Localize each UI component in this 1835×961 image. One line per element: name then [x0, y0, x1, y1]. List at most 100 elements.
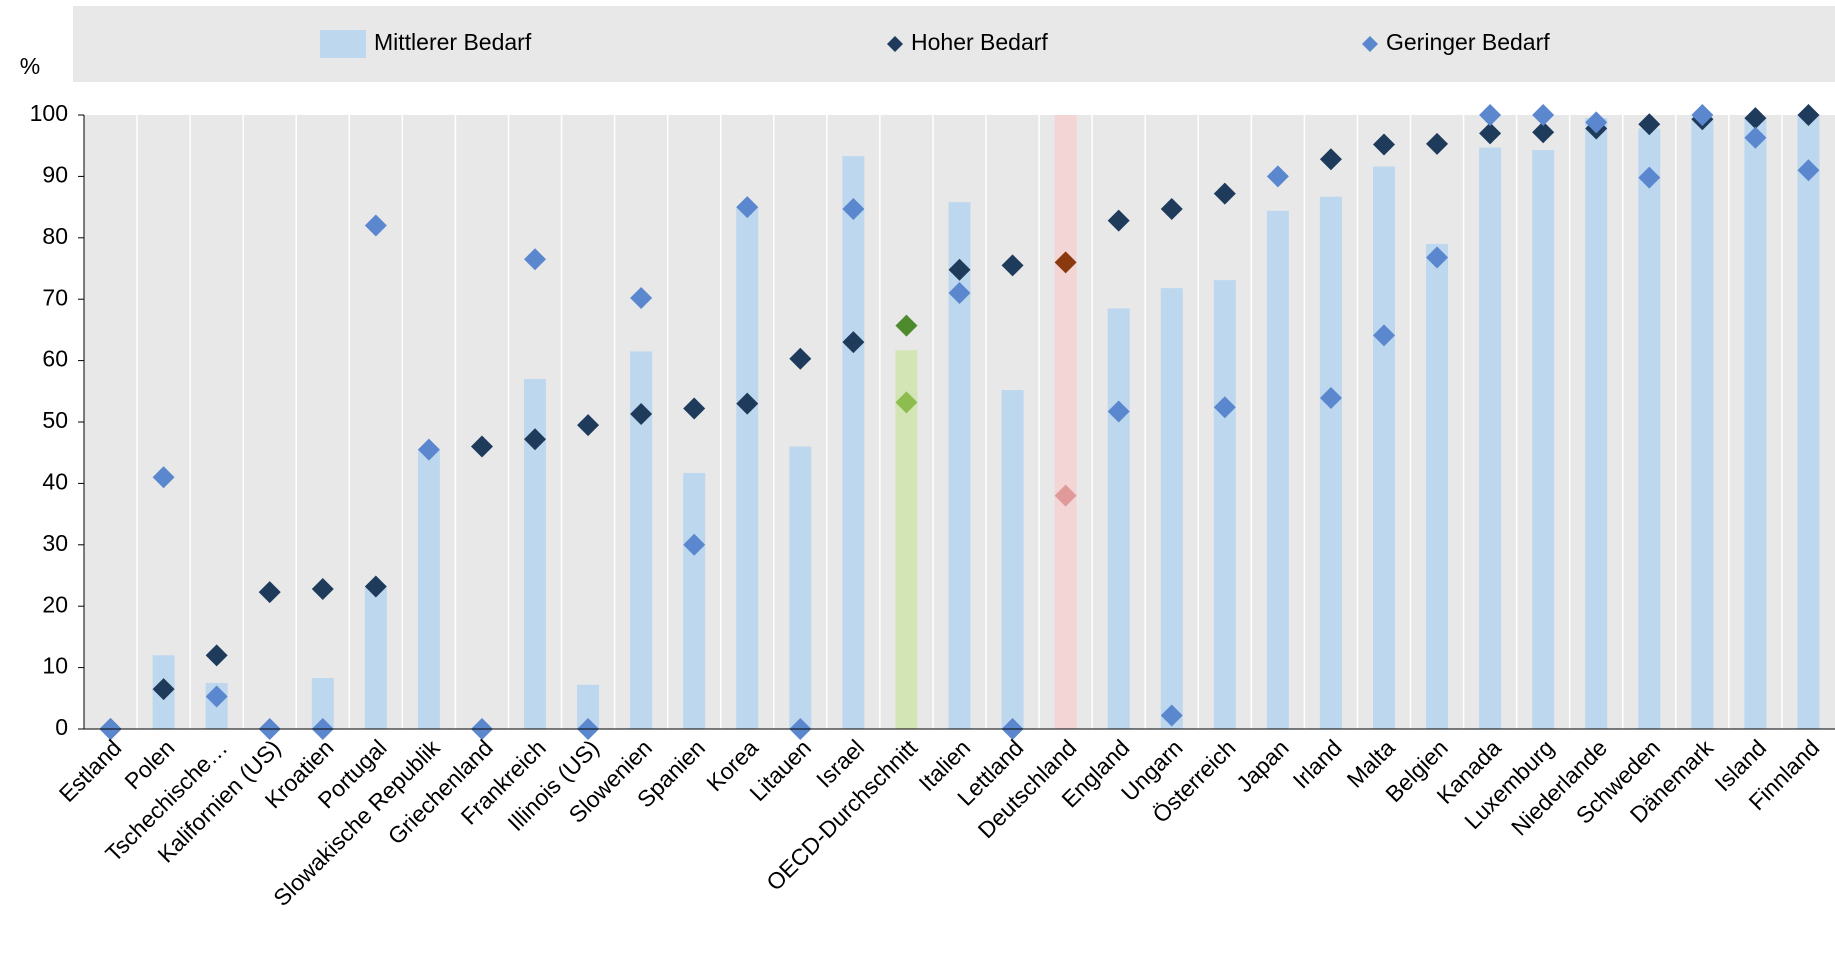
diamond	[152, 678, 175, 701]
diamond	[1107, 400, 1130, 423]
diamond	[1585, 111, 1608, 134]
bar	[948, 202, 971, 730]
diamond	[1532, 104, 1555, 126]
bar	[1054, 115, 1077, 729]
diamond	[1319, 148, 1342, 171]
diamond	[1107, 209, 1130, 232]
y-tick-label: 40	[42, 468, 68, 494]
diamond	[152, 466, 175, 489]
y-tick-label: 0	[55, 714, 68, 740]
diamond	[1054, 251, 1077, 274]
y-tick-label: 20	[42, 591, 68, 617]
bar	[1266, 210, 1289, 729]
bar	[1797, 115, 1820, 729]
legend-swatch	[887, 36, 903, 52]
bar	[1479, 147, 1502, 730]
diamond	[1479, 104, 1502, 126]
diamond	[1797, 104, 1820, 126]
bar	[895, 350, 918, 729]
diamond	[630, 286, 653, 309]
diamond	[205, 685, 228, 708]
y-tick-label: 90	[42, 161, 68, 187]
diamond	[1426, 132, 1449, 155]
diamond	[1001, 254, 1024, 277]
diamond	[895, 314, 918, 337]
diamond	[1744, 107, 1767, 130]
diamond	[948, 282, 971, 305]
diamond	[1426, 246, 1449, 269]
y-tick-label: 70	[42, 284, 68, 310]
bar	[683, 472, 706, 729]
diamond	[1532, 121, 1555, 144]
legend-band	[73, 6, 1835, 82]
bar	[842, 156, 865, 729]
bar	[1319, 196, 1342, 730]
x-tick-label: Japan	[1231, 734, 1294, 797]
diamond	[1319, 387, 1342, 410]
bar	[630, 351, 653, 729]
legend-label: Mittlerer Bedarf	[374, 29, 532, 55]
diamond	[524, 428, 547, 451]
diamond	[524, 248, 547, 271]
diamond	[1797, 159, 1820, 182]
diamond	[895, 391, 918, 414]
bar	[1372, 166, 1395, 730]
bar	[1691, 117, 1714, 730]
diamond	[1479, 122, 1502, 145]
bar	[789, 446, 812, 729]
bar	[417, 449, 440, 729]
diamond	[1160, 197, 1183, 220]
bar	[364, 587, 387, 729]
diamond	[1054, 484, 1077, 507]
diamond	[1638, 166, 1661, 189]
y-tick-label: 60	[42, 346, 68, 372]
diamond	[683, 533, 706, 556]
y-tick-label: 50	[42, 407, 68, 433]
diamond	[1372, 133, 1395, 156]
diamond	[789, 347, 812, 370]
diamond	[1160, 704, 1183, 727]
bar	[1638, 128, 1661, 729]
bar	[1001, 390, 1024, 729]
diamond	[736, 196, 759, 219]
diamond	[630, 403, 653, 426]
diamond	[1266, 165, 1289, 188]
bar	[524, 379, 547, 729]
diamond	[417, 438, 440, 461]
bar	[1160, 288, 1183, 729]
diamond	[470, 435, 493, 458]
y-tick-label: 10	[42, 653, 68, 679]
diamond	[1638, 113, 1661, 136]
diamond	[1744, 126, 1767, 149]
y-axis-label: %	[20, 53, 40, 79]
diamond	[1691, 104, 1714, 126]
bar	[311, 678, 334, 729]
diamond	[364, 575, 387, 598]
diamond	[842, 197, 865, 220]
bar	[736, 207, 759, 730]
diamond	[1213, 396, 1236, 419]
legend-swatch	[320, 30, 366, 58]
bar	[1213, 280, 1236, 729]
bar	[1744, 117, 1767, 730]
y-tick-label: 100	[30, 100, 68, 126]
legend-swatch	[1362, 36, 1378, 52]
bar	[1426, 243, 1449, 729]
diamond	[364, 214, 387, 237]
y-tick-label: 80	[42, 223, 68, 249]
x-tick-label: Irland	[1288, 734, 1347, 793]
diamond	[736, 392, 759, 415]
diamond	[842, 331, 865, 354]
diamond	[311, 578, 334, 601]
x-tick-label: Estland	[54, 734, 127, 807]
legend-label: Hoher Bedarf	[911, 29, 1048, 55]
bar	[1532, 149, 1555, 730]
diamond	[1213, 182, 1236, 205]
legend-label: Geringer Bedarf	[1386, 29, 1550, 55]
diamond	[1372, 324, 1395, 347]
diamond	[577, 414, 600, 437]
diamond	[683, 397, 706, 420]
bar	[577, 684, 600, 729]
diamond	[948, 258, 971, 281]
